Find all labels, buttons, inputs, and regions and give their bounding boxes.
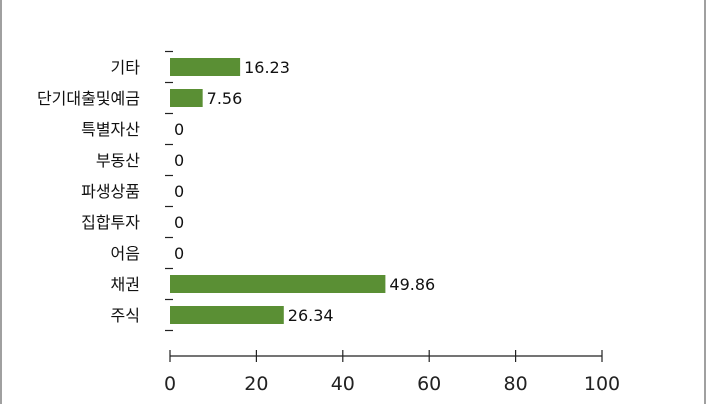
value-label: 0 [174,151,184,170]
category-label: 어음 [111,244,140,263]
category-label: 채권 [111,275,140,294]
value-label: 49.86 [389,275,435,294]
value-label: 26.34 [288,306,334,325]
value-label: 0 [174,182,184,201]
bar [170,275,386,293]
category-label: 단기대출및예금 [37,89,140,108]
category-label: 주식 [111,306,140,325]
x-tick-label: 100 [584,373,620,395]
category-label: 부동산 [96,151,140,170]
value-label: 16.23 [244,58,290,77]
x-tick-label: 20 [244,373,268,395]
value-label: 0 [174,120,184,139]
x-tick-label: 80 [504,373,528,395]
value-label: 0 [174,244,184,263]
category-label: 집합투자 [81,213,140,232]
value-label: 7.56 [207,89,243,108]
value-label: 0 [174,213,184,232]
bar [170,306,284,324]
bar [170,89,203,107]
x-tick-label: 40 [331,373,355,395]
bar [170,58,241,76]
category-label: 기타 [111,58,141,77]
x-tick-label: 60 [417,373,441,395]
x-tick-label: 0 [164,373,176,395]
category-label: 파생상품 [81,182,140,201]
category-label: 특별자산 [81,120,140,139]
